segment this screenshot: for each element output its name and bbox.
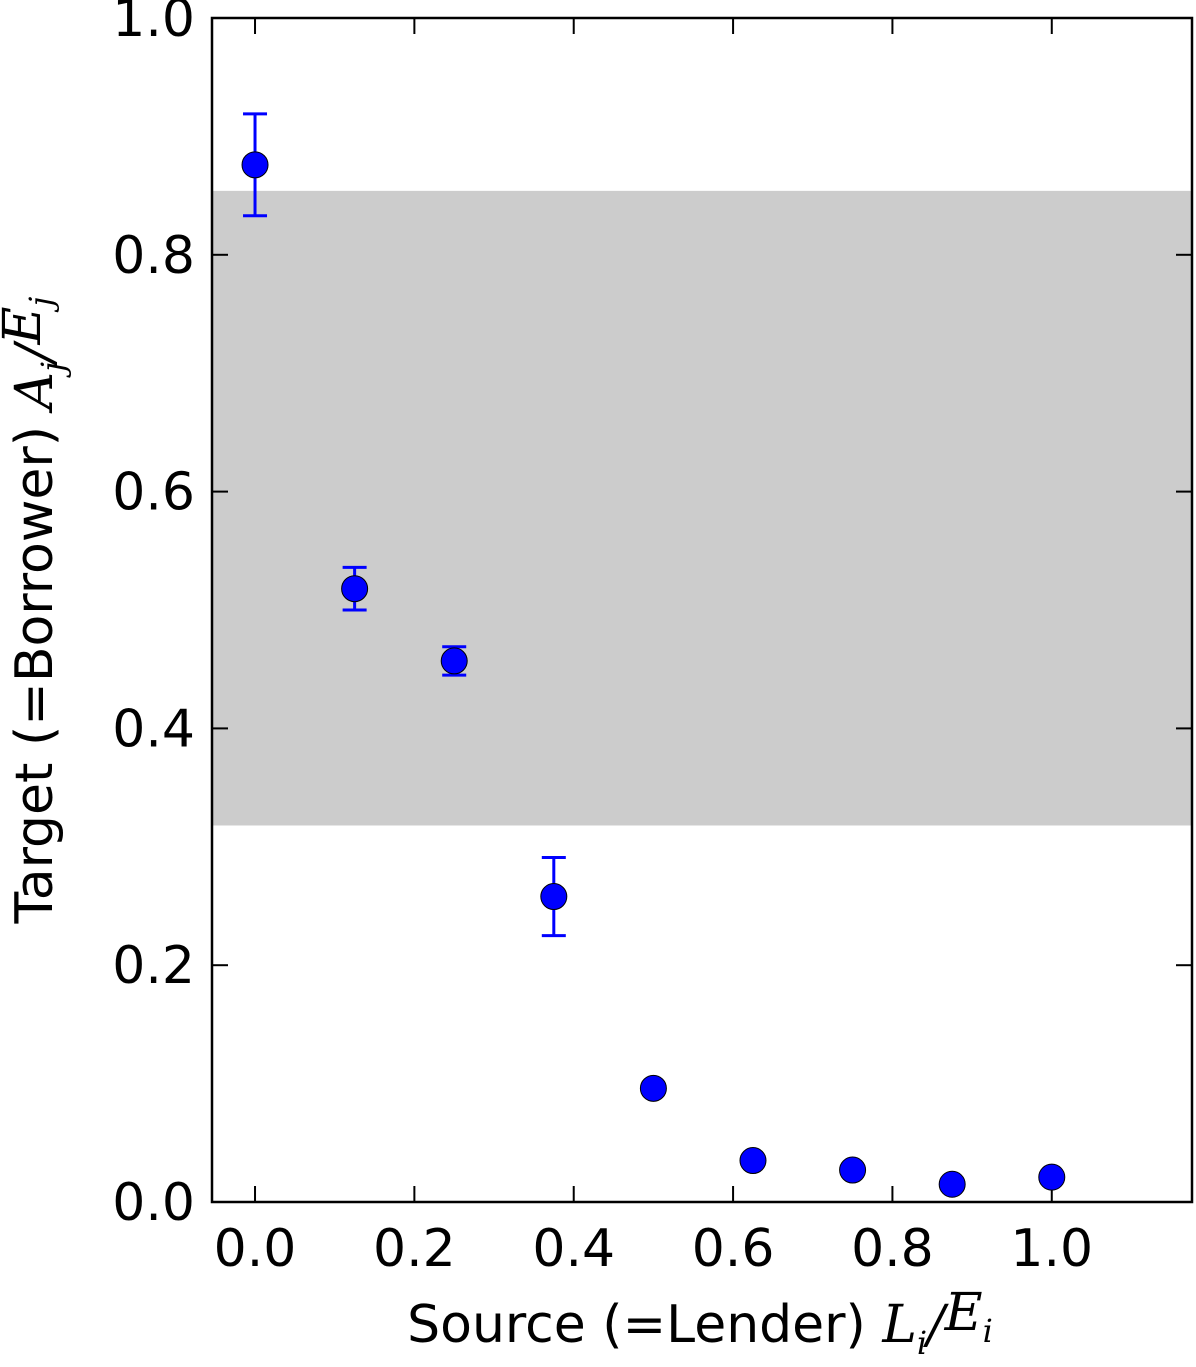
- point: [440, 647, 468, 675]
- y-tick-label: 0.8: [112, 226, 195, 286]
- xlabel-text: Source (=Lender): [407, 1295, 866, 1355]
- ylabel-math: /: [5, 340, 65, 367]
- point: [241, 151, 269, 179]
- x-tick-label: 0.2: [373, 1219, 456, 1279]
- ylabel-math: A: [5, 372, 65, 414]
- point: [839, 1156, 867, 1184]
- point: [739, 1147, 767, 1175]
- ylabel-label: Target (=Borrower) Aj/Ej: [0, 296, 72, 924]
- x-tick-label: 0.8: [851, 1219, 934, 1279]
- y-tick-label: 0.2: [112, 936, 195, 996]
- x-tick-label: 1.0: [1010, 1219, 1093, 1279]
- xlabel-math: i: [917, 1324, 927, 1362]
- point: [341, 575, 369, 603]
- point: [540, 883, 568, 911]
- y-tick-label: 0.4: [112, 699, 195, 759]
- x-tick-label: 0.4: [532, 1219, 615, 1279]
- x-tick-label: 0.6: [692, 1219, 775, 1279]
- xlabel-math: /: [922, 1295, 949, 1355]
- ylabel-text: Target (=Borrower): [5, 426, 65, 924]
- point: [639, 1074, 667, 1102]
- point: [938, 1170, 966, 1198]
- plot-frame: [210, 16, 1194, 1204]
- xlabel-math: L: [881, 1295, 917, 1355]
- xlabel-math: i: [983, 1312, 993, 1350]
- point: [1038, 1163, 1066, 1191]
- shaded-band: [212, 190, 1192, 826]
- y-tick-label: 0.0: [112, 1173, 195, 1233]
- x-tick-label: 0.0: [214, 1219, 297, 1279]
- xlabel-math: E: [944, 1283, 983, 1343]
- y-tick-label: 0.6: [112, 463, 195, 523]
- ylabel-math: E: [0, 306, 53, 345]
- y-tick-label: 1.0: [112, 0, 195, 49]
- xlabel-label: Source (=Lender) Li/Ei: [407, 1283, 993, 1362]
